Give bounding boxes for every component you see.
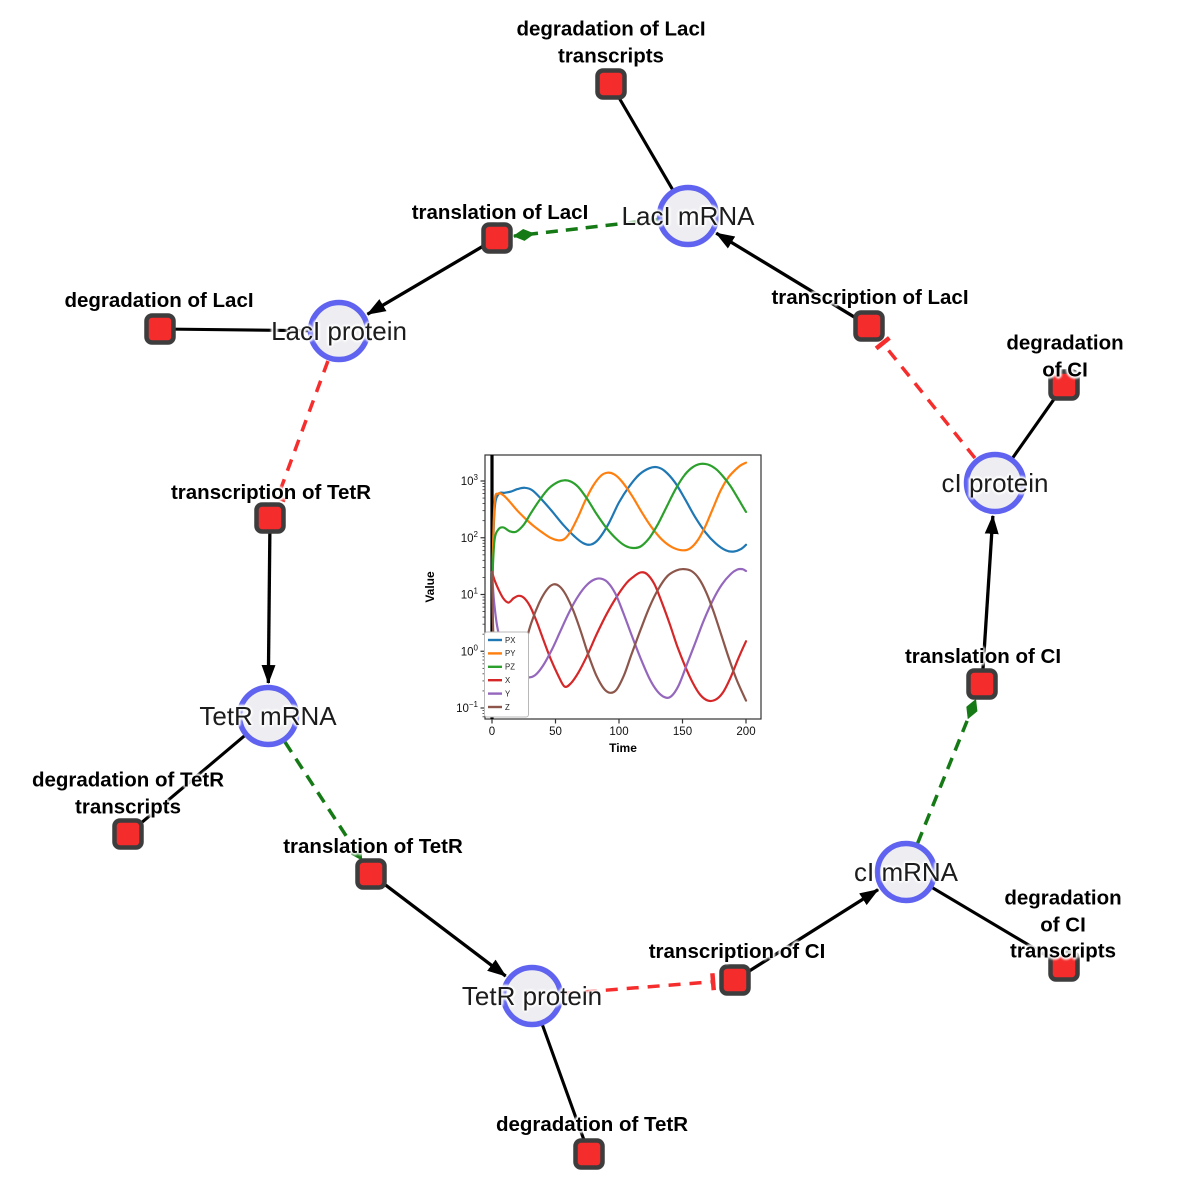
legend-label-PZ: PZ [505, 663, 515, 672]
reaction-node-transl_laci[interactable] [481, 222, 513, 254]
edge-reactant-tetr_protein-deg_tetr [540, 1023, 587, 1144]
legend-label-PX: PX [505, 636, 516, 645]
species-node-laci_mrna[interactable] [656, 184, 720, 248]
edge-product-tx_laci-laci_mrna [715, 231, 858, 320]
chart-svg: 0 50 100 150 200 103 102 101 100 10−1 PX PY PZ XYZ Tim… [423, 454, 762, 755]
x-tick-label: 150 [673, 726, 692, 738]
reaction-node-deg_ci[interactable] [1048, 369, 1080, 401]
species-node-ci_protein[interactable] [963, 451, 1027, 515]
species-node-laci_protein[interactable] [307, 299, 371, 363]
edge-inhibitor-laci_protein-tx_tetr [268, 360, 330, 503]
x-tick-label: 100 [609, 726, 628, 738]
edge-product-tx_ci-ci_mrna [746, 888, 879, 974]
y-tick-label: 103 [461, 473, 479, 488]
edge-product-transl_tetr-tetr_protein [381, 881, 507, 978]
edge-modifier-ci_mrna-transl_ci [915, 698, 978, 844]
reaction-node-tx_ci[interactable] [719, 964, 751, 996]
species-node-ci_mrna[interactable] [874, 840, 938, 904]
y-axis-label: Value [424, 571, 437, 603]
reaction-node-deg_tetr_tx[interactable] [112, 818, 144, 850]
y-tick-label: 10−1 [456, 700, 478, 715]
species-node-tetr_protein[interactable] [500, 964, 564, 1028]
x-tick-label: 0 [489, 726, 495, 738]
species-node-tetr_mrna[interactable] [236, 684, 300, 748]
reaction-node-transl_tetr[interactable] [355, 858, 387, 890]
reaction-node-transl_ci[interactable] [966, 668, 998, 700]
legend-label-X: X [505, 676, 511, 685]
reaction-node-deg_laci[interactable] [144, 313, 176, 345]
reaction-node-deg_tetr[interactable] [573, 1138, 605, 1170]
chart-series-PX [491, 465, 748, 579]
edge-product-transl_ci-ci_protein [981, 514, 999, 670]
edge-reactant-laci_mrna-deg_laci_tx [615, 93, 675, 191]
edge-product-tx_tetr-tetr_mrna [261, 532, 276, 685]
x-tick-label: 50 [549, 726, 562, 738]
legend-label-Z: Z [505, 703, 510, 712]
edge-inhibitor-tetr_protein-tx_ci [563, 973, 716, 996]
edge-modifier-laci_mrna-transl_laci [512, 217, 658, 241]
chart-series-X [490, 570, 748, 703]
edge-reactant-laci_protein-deg_laci [171, 327, 310, 333]
chart-series-PY [491, 461, 748, 579]
x-tick-label: 200 [736, 726, 755, 738]
reaction-node-deg_laci_tx[interactable] [595, 68, 627, 100]
edge-modifier-tetr_mrna-transl_tetr [283, 741, 364, 861]
y-tick-label: 100 [461, 643, 479, 658]
y-tick-label: 102 [461, 530, 479, 545]
inset-chart: 0 50 100 150 200 103 102 101 100 10−1 PX PY PZ X Y Z Tim… [423, 438, 776, 778]
reaction-node-tx_tetr[interactable] [254, 502, 286, 534]
edge-reactant-ci_protein-deg_ci [1011, 393, 1059, 460]
edge-reactant-ci_mrna-deg_ci_tx [930, 886, 1055, 962]
legend-label-Y: Y [505, 689, 511, 698]
legend-label-PY: PY [505, 649, 516, 658]
edge-product-transl_laci-laci_protein [366, 244, 485, 316]
edge-reactant-tetr_mrna-deg_tetr_tx [136, 734, 247, 828]
x-axis-label: Time [609, 741, 637, 755]
reaction-node-deg_ci_tx[interactable] [1048, 950, 1080, 982]
chart-series-PZ [491, 462, 748, 579]
edge-inhibitor-ci_protein-tx_laci [874, 336, 977, 460]
y-tick-label: 101 [461, 587, 479, 602]
reaction-node-tx_laci[interactable] [853, 310, 885, 342]
